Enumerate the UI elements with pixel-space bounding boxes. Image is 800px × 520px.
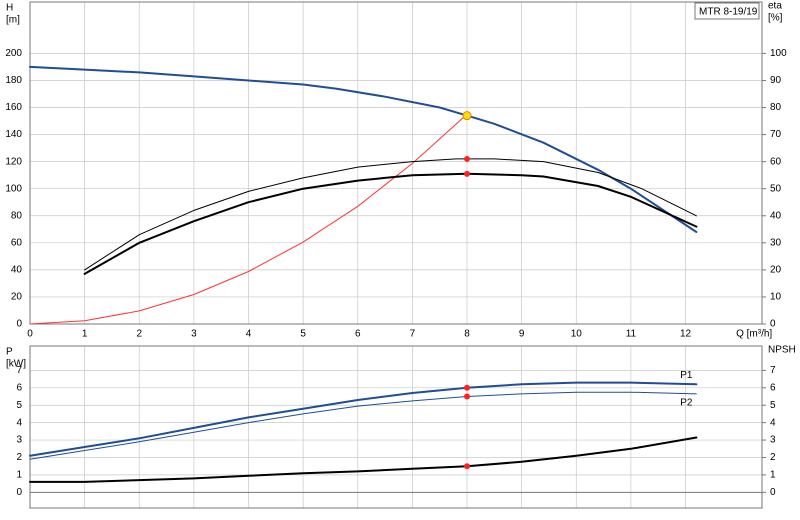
- x-tick-label: 10: [571, 329, 583, 340]
- operating-point: [464, 463, 471, 470]
- y-tick-label: 2: [16, 452, 22, 463]
- y-axis-label: H: [6, 3, 13, 14]
- x-axis-label: Q [m³/h]: [736, 329, 772, 340]
- series-label: P2: [680, 398, 693, 409]
- operating-point: [464, 155, 471, 162]
- y2-axis-label: [%]: [768, 13, 783, 24]
- operating-point: [464, 393, 471, 400]
- y2-tick-label: 60: [770, 156, 782, 167]
- y2-tick-label: 6: [770, 382, 776, 393]
- y2-axis-label: eta: [768, 1, 782, 12]
- x-tick-label: 2: [136, 329, 142, 340]
- curve: [29, 436, 698, 483]
- y-tick-label: 5: [16, 400, 22, 411]
- chart-title: MTR 8-19/19: [699, 7, 758, 18]
- y-tick-label: 100: [5, 183, 22, 194]
- y2-tick-label: 40: [770, 210, 782, 221]
- x-tick-label: 5: [300, 329, 306, 340]
- y2-tick-label: 20: [770, 265, 782, 276]
- curve: [84, 158, 697, 271]
- x-tick-label: 7: [410, 329, 416, 340]
- y2-tick-label: 30: [770, 237, 782, 248]
- series-label: P1: [680, 370, 693, 381]
- y2-tick-label: 100: [770, 48, 787, 59]
- y-tick-label: 40: [11, 265, 23, 276]
- y-tick-label: 140: [5, 129, 22, 140]
- y-tick-label: 7: [16, 365, 22, 376]
- y2-tick-label: 0: [770, 319, 776, 330]
- x-tick-label: 12: [680, 329, 692, 340]
- plot-frame: [29, 345, 763, 509]
- operating-point: [464, 384, 471, 391]
- y-tick-label: 3: [16, 435, 22, 446]
- x-tick-label: 4: [246, 329, 252, 340]
- y-tick-label: 20: [11, 292, 23, 303]
- y-tick-label: 6: [16, 382, 22, 393]
- curve: [29, 391, 697, 460]
- plot-frame: [29, 1, 763, 325]
- y-axis-label: P: [6, 347, 13, 358]
- y2-axis-label: NPSH: [768, 345, 796, 356]
- y2-tick-label: 0: [770, 487, 776, 498]
- curve: [83, 172, 698, 275]
- curve: [29, 65, 698, 233]
- y-tick-label: 4: [16, 417, 22, 428]
- y-tick-label: 180: [5, 75, 22, 86]
- y-axis-label: [m]: [6, 15, 20, 26]
- y-tick-label: 60: [11, 237, 23, 248]
- y2-tick-label: 5: [770, 400, 776, 411]
- x-tick-label: 6: [355, 329, 361, 340]
- y-tick-label: 1: [16, 470, 22, 481]
- y2-tick-label: 90: [770, 75, 782, 86]
- x-tick-label: 11: [626, 329, 637, 340]
- y2-tick-label: 2: [770, 452, 776, 463]
- x-tick-label: 1: [82, 329, 88, 340]
- operating-point: [462, 111, 472, 121]
- y-tick-label: 0: [16, 487, 22, 498]
- y2-tick-label: 7: [770, 365, 776, 376]
- y-tick-label: 120: [5, 156, 22, 167]
- x-tick-label: 0: [27, 329, 33, 340]
- title-box: [694, 2, 760, 20]
- y2-tick-label: 1: [770, 470, 776, 481]
- y-tick-label: 0: [16, 319, 22, 330]
- y-tick-label: 80: [11, 210, 23, 221]
- y-tick-label: 160: [5, 102, 22, 113]
- y-tick-label: 200: [5, 48, 22, 59]
- x-tick-label: 8: [464, 329, 470, 340]
- y2-tick-label: 70: [770, 129, 782, 140]
- curve: [29, 381, 698, 457]
- y-axis-label: [kW]: [6, 359, 26, 370]
- y2-tick-label: 10: [770, 292, 782, 303]
- y2-tick-label: 80: [770, 102, 782, 113]
- operating-point: [464, 170, 471, 177]
- x-tick-label: 3: [191, 329, 197, 340]
- y2-tick-label: 4: [770, 417, 776, 428]
- x-tick-label: 9: [519, 329, 525, 340]
- y2-tick-label: 3: [770, 435, 776, 446]
- y2-tick-label: 50: [770, 183, 782, 194]
